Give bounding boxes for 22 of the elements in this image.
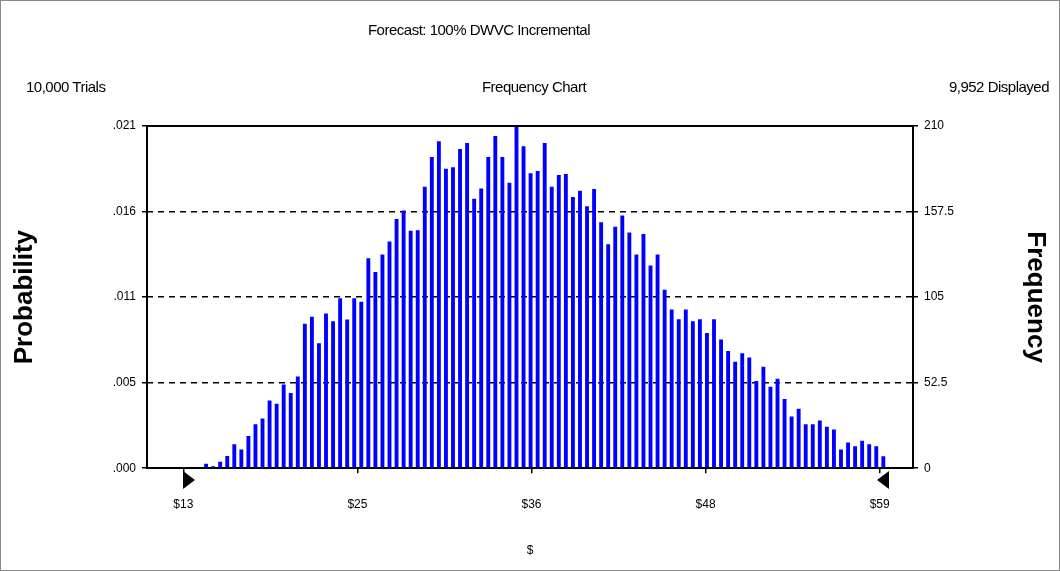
- x-tick-label: $48: [695, 496, 716, 511]
- x-tick-label: $59: [869, 496, 891, 511]
- x-tick-label: $25: [347, 496, 368, 511]
- y-tick-label: .016: [112, 203, 137, 218]
- y-tick-label: .005: [112, 374, 137, 389]
- chart-subtitle: Frequency Chart: [481, 78, 587, 95]
- y2-tick-label: 210: [924, 118, 945, 133]
- x-tick-label: $36: [521, 496, 542, 511]
- x-axis-title: $: [526, 543, 534, 558]
- x-tick-label: $13: [173, 496, 194, 511]
- y-tick-label: .011: [113, 289, 137, 304]
- text: 9,952 Displayed: [948, 78, 1049, 95]
- y-axis-title: Probability: [7, 229, 38, 365]
- y2-axis-title: Frequency: [1022, 231, 1053, 364]
- y2-tick-label: 157.5: [924, 203, 955, 218]
- y-tick-label: .021: [112, 118, 137, 133]
- y2-tick-label: 52.5: [924, 374, 948, 389]
- y2-tick-label: 0: [924, 460, 931, 475]
- y2-tick-label: 105: [924, 289, 945, 304]
- y-tick-label: .000: [112, 460, 137, 475]
- text: 10,000 Trials: [26, 78, 106, 95]
- chart-title: Forecast: 100% DWVC Incremental: [366, 21, 592, 38]
